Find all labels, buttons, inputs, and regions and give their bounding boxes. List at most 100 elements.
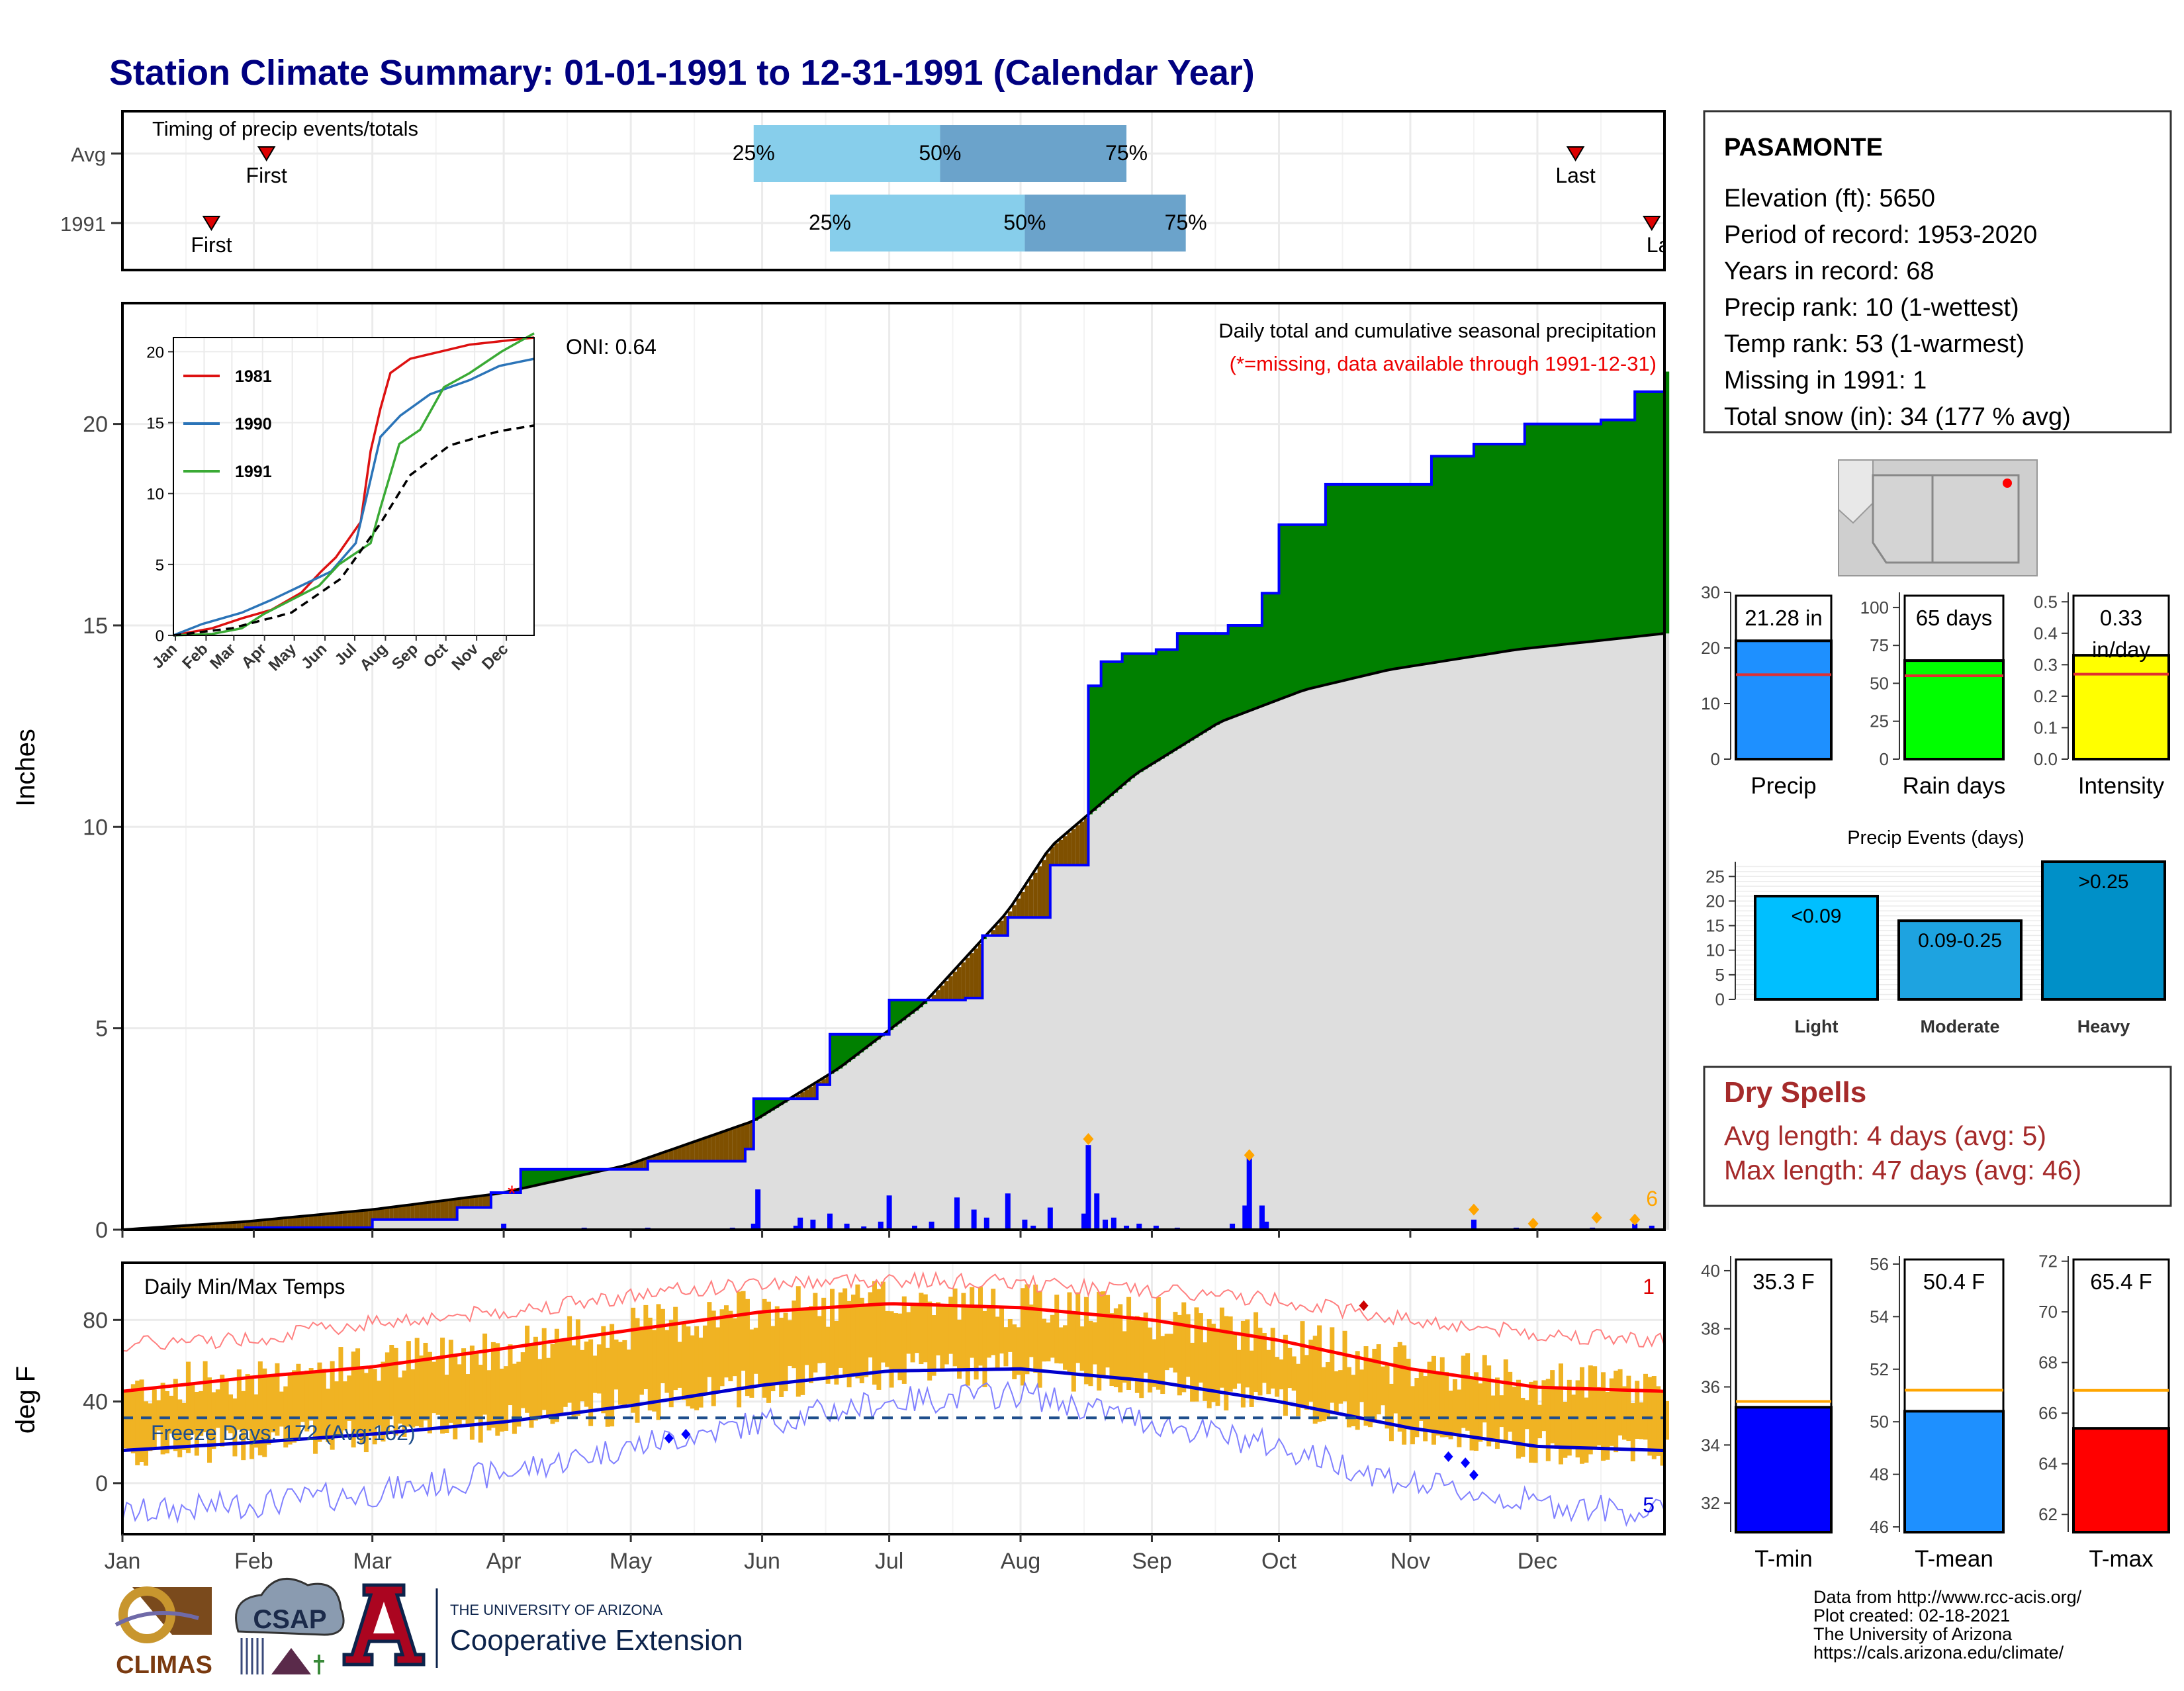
daily-temp-bar — [1597, 1387, 1602, 1445]
daily-temp-bar — [868, 1292, 873, 1357]
quartile-label: 75% — [1105, 141, 1148, 165]
above-avg-fill — [1398, 484, 1402, 668]
value-bar — [1736, 641, 1831, 759]
daily-temp-bar — [1215, 1328, 1220, 1406]
avg-fill — [796, 1095, 801, 1230]
avg-fill — [576, 1177, 580, 1230]
chart-title: Precip Events (days) — [1847, 827, 2025, 848]
avg-fill — [588, 1173, 593, 1230]
daily-temp-bar — [1012, 1324, 1017, 1379]
above-avg-fill — [1211, 633, 1216, 727]
daily-temp-bar — [1024, 1285, 1029, 1375]
daily-temp-bar — [995, 1316, 1000, 1369]
avg-fill — [1656, 635, 1661, 1230]
x-category-label: T-max — [2089, 1546, 2154, 1572]
daily-temp-bar — [126, 1391, 131, 1450]
daily-temp-bar — [1453, 1379, 1457, 1434]
daily-temp-bar — [1614, 1371, 1618, 1452]
y-tick-label: 40 — [83, 1390, 108, 1415]
avg-fill — [944, 981, 949, 1230]
above-avg-fill — [1097, 686, 1101, 807]
above-avg-fill — [1257, 625, 1262, 708]
daily-temp-bar — [1042, 1319, 1046, 1362]
above-avg-fill — [1109, 662, 1114, 796]
avg-fill — [1559, 645, 1563, 1230]
y-tick-label: 0.0 — [2034, 749, 2058, 769]
daily-temp-bar — [885, 1311, 889, 1367]
avg-fill — [1148, 766, 1152, 1230]
below-avg-fill — [428, 1203, 432, 1220]
daily-temp-bar — [1080, 1326, 1085, 1371]
avg-fill — [635, 1162, 640, 1230]
avg-fill — [1652, 635, 1657, 1230]
above-avg-fill — [1622, 420, 1627, 639]
avg-fill — [906, 1017, 911, 1230]
avg-fill — [902, 1020, 907, 1230]
above-avg-fill — [1465, 456, 1470, 657]
daily-temp-bar — [1520, 1398, 1525, 1457]
daily-temp-bar — [1033, 1285, 1038, 1373]
y-tick-label: 40 — [1701, 1261, 1720, 1281]
y-tick-label: 52 — [1870, 1359, 1889, 1379]
avg-fill — [1592, 641, 1597, 1230]
quartile-bar-25-50 — [754, 125, 940, 182]
avg-fill — [1283, 698, 1288, 1230]
daily-temp-bar — [1529, 1382, 1533, 1463]
above-avg-fill — [1266, 593, 1271, 704]
avg-fill — [1186, 743, 1191, 1230]
avg-fill — [830, 1074, 835, 1230]
daily-temp-bar — [491, 1342, 496, 1428]
avg-fill — [521, 1189, 525, 1230]
avg-fill — [1144, 769, 1148, 1230]
daily-temp-bar — [652, 1330, 657, 1411]
daily-precip-bar — [1048, 1208, 1053, 1230]
footer: Data from http://www.rcc-acis.org/Plot c… — [116, 1578, 2082, 1679]
avg-fill — [1156, 761, 1161, 1230]
daily-temp-bar — [606, 1348, 610, 1427]
avg-fill — [1444, 661, 1449, 1230]
avg-fill — [995, 925, 1000, 1230]
avg-fill — [1322, 686, 1326, 1230]
daily-temp-bar — [512, 1364, 517, 1434]
footer-line: Plot created: 02-18-2021 — [1813, 1606, 2010, 1625]
avg-fill — [915, 1011, 919, 1230]
avg-fill — [1368, 675, 1373, 1230]
avg-fill — [1610, 639, 1614, 1230]
station-line: Period of record: 1953-2020 — [1724, 221, 2037, 249]
daily-temp-bar — [428, 1352, 432, 1434]
above-avg-fill — [1559, 424, 1563, 645]
avg-fill — [1059, 840, 1064, 1230]
below-avg-fill — [288, 1218, 293, 1228]
daily-temp-bar — [682, 1322, 686, 1400]
avg-fill — [533, 1186, 538, 1230]
daily-temp-bar — [932, 1315, 936, 1376]
avg-fill — [872, 1043, 877, 1230]
below-avg-fill — [440, 1201, 445, 1220]
above-avg-fill — [1567, 424, 1572, 645]
y-tick-label: 20 — [1706, 891, 1725, 911]
above-avg-fill — [1592, 424, 1597, 641]
daily-temp-bar — [588, 1340, 593, 1426]
avg-fill — [826, 1076, 831, 1230]
avg-fill — [948, 976, 953, 1230]
daily-precip-bar — [1111, 1218, 1116, 1230]
daily-temp-bar — [970, 1287, 974, 1358]
daily-temp-bar — [436, 1358, 441, 1415]
first-label: First — [191, 233, 232, 257]
avg-fill — [1199, 735, 1203, 1230]
y-axis-label: Inches — [11, 729, 40, 807]
daily-temp-bar — [1228, 1316, 1233, 1392]
below-avg-fill — [728, 1130, 733, 1161]
avg-fill — [1181, 746, 1186, 1230]
daily-temp-bar — [1093, 1322, 1097, 1365]
above-avg-fill — [1148, 654, 1152, 767]
avg-fill — [1257, 708, 1262, 1230]
daily-temp-bar — [1546, 1379, 1551, 1461]
below-avg-fill — [1024, 886, 1029, 917]
below-avg-fill — [355, 1211, 360, 1228]
daily-temp-bar — [1486, 1365, 1491, 1446]
above-avg-fill — [1529, 424, 1533, 649]
first-label: First — [246, 163, 287, 187]
daily-temp-bar — [555, 1329, 559, 1422]
